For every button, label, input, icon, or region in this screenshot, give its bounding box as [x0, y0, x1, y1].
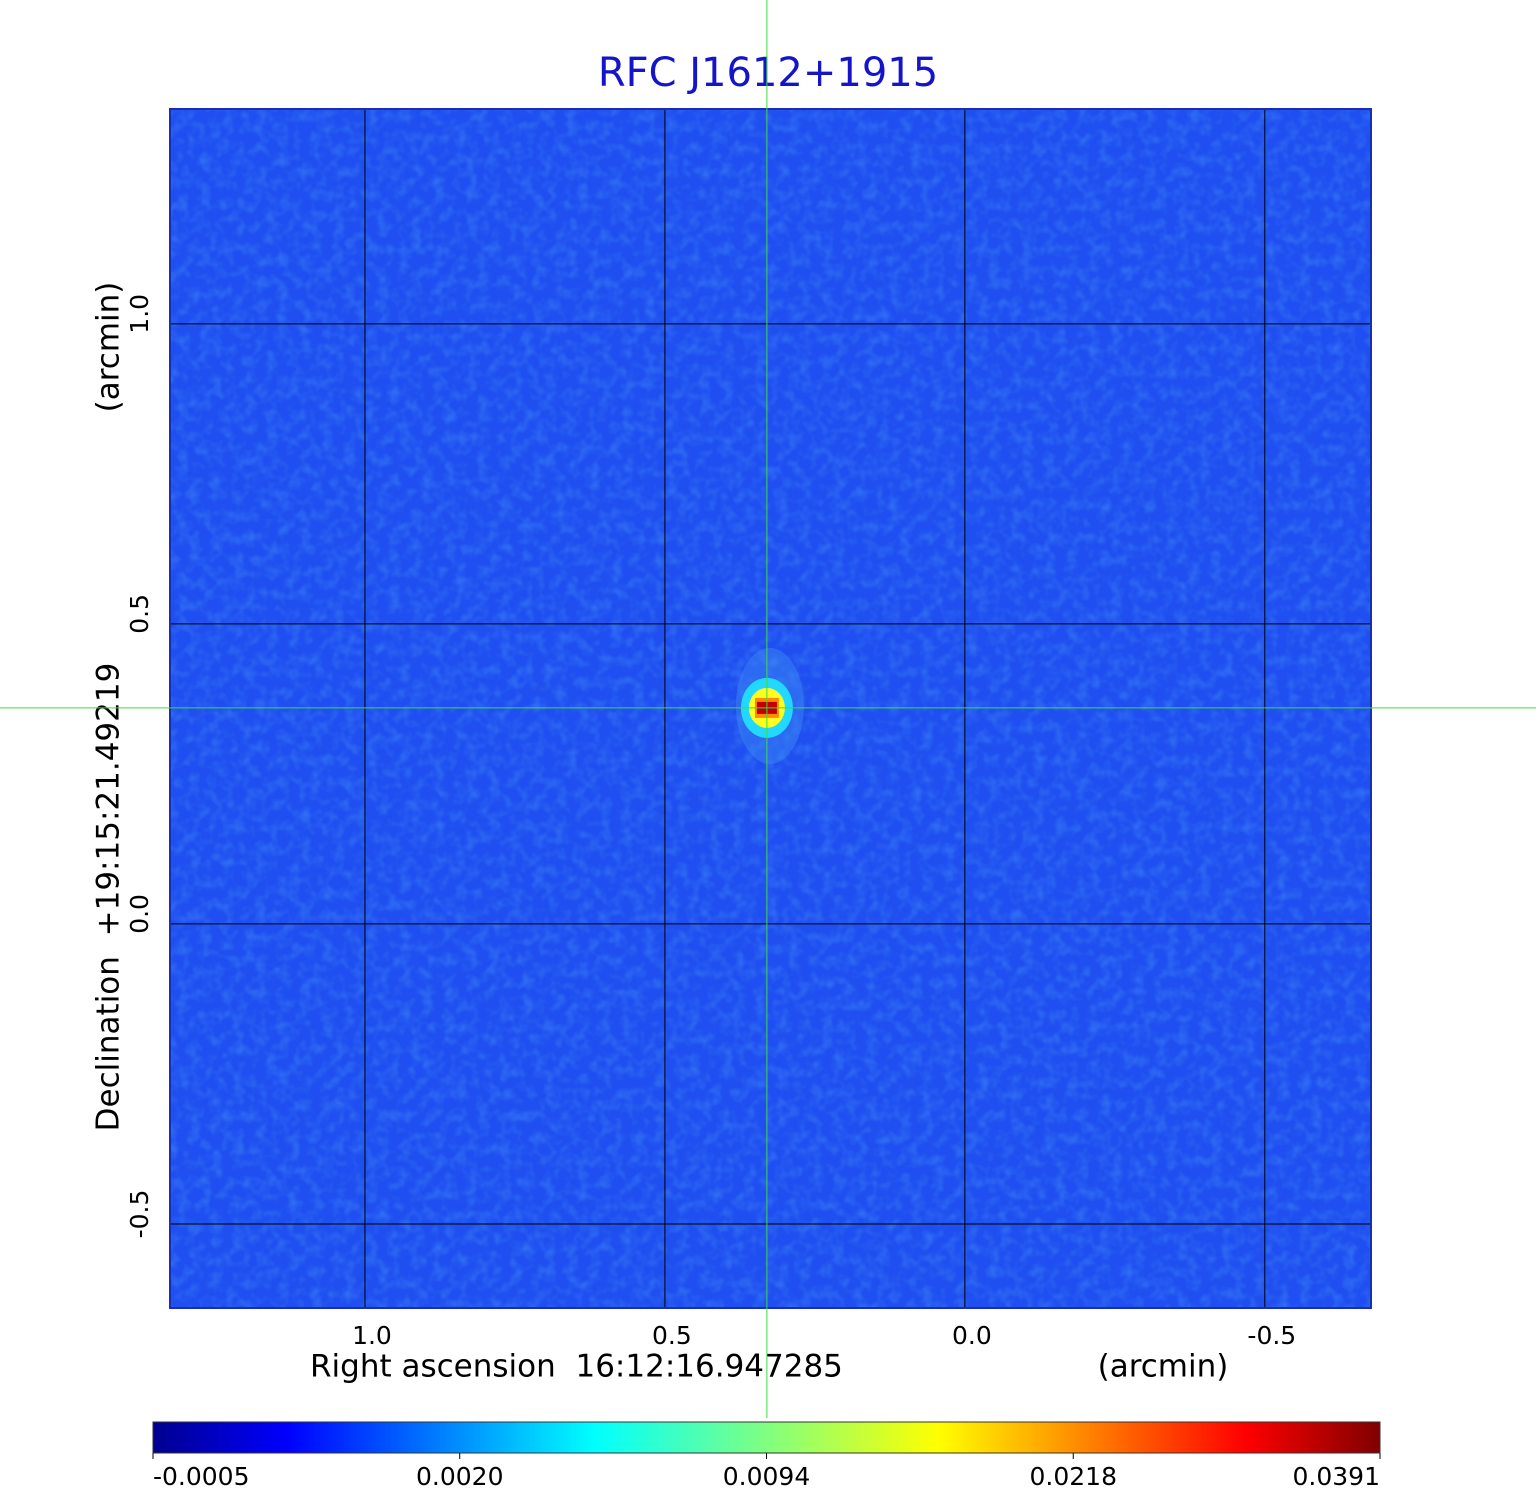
x-tick-label: 0.0: [952, 1321, 992, 1350]
x-tick-label: 0.5: [652, 1321, 692, 1350]
colorbar-tick-label: 0.0094: [723, 1462, 810, 1491]
colorbar: [152, 1421, 1381, 1454]
x-tick-label: -0.5: [1247, 1321, 1296, 1350]
y-tick-label: -0.5: [125, 1190, 154, 1239]
x-tick-label: 1.0: [352, 1321, 392, 1350]
y-axis-unit: (arcmin): [91, 282, 127, 413]
colorbar-tick-label: 0.0391: [1293, 1462, 1380, 1491]
plot-frame: [169, 108, 1372, 1309]
colorbar-tick-label: 0.0218: [1030, 1462, 1117, 1491]
y-tick-label: 0.5: [125, 594, 154, 634]
y-tick-label: 1.0: [125, 294, 154, 334]
y-tick-label: 0.0: [125, 894, 154, 934]
colorbar-tick-label: 0.0020: [416, 1462, 503, 1491]
x-axis-unit: (arcmin): [1098, 1349, 1229, 1385]
y-axis-label: Declination +19:15:21.49219: [91, 663, 127, 1132]
image: [170, 109, 1371, 1308]
chart-title: RFC J1612+1915: [598, 50, 938, 96]
x-axis-label: Right ascension 16:12:16.947285: [310, 1349, 843, 1385]
colorbar-tick-label: -0.0005: [153, 1462, 250, 1491]
